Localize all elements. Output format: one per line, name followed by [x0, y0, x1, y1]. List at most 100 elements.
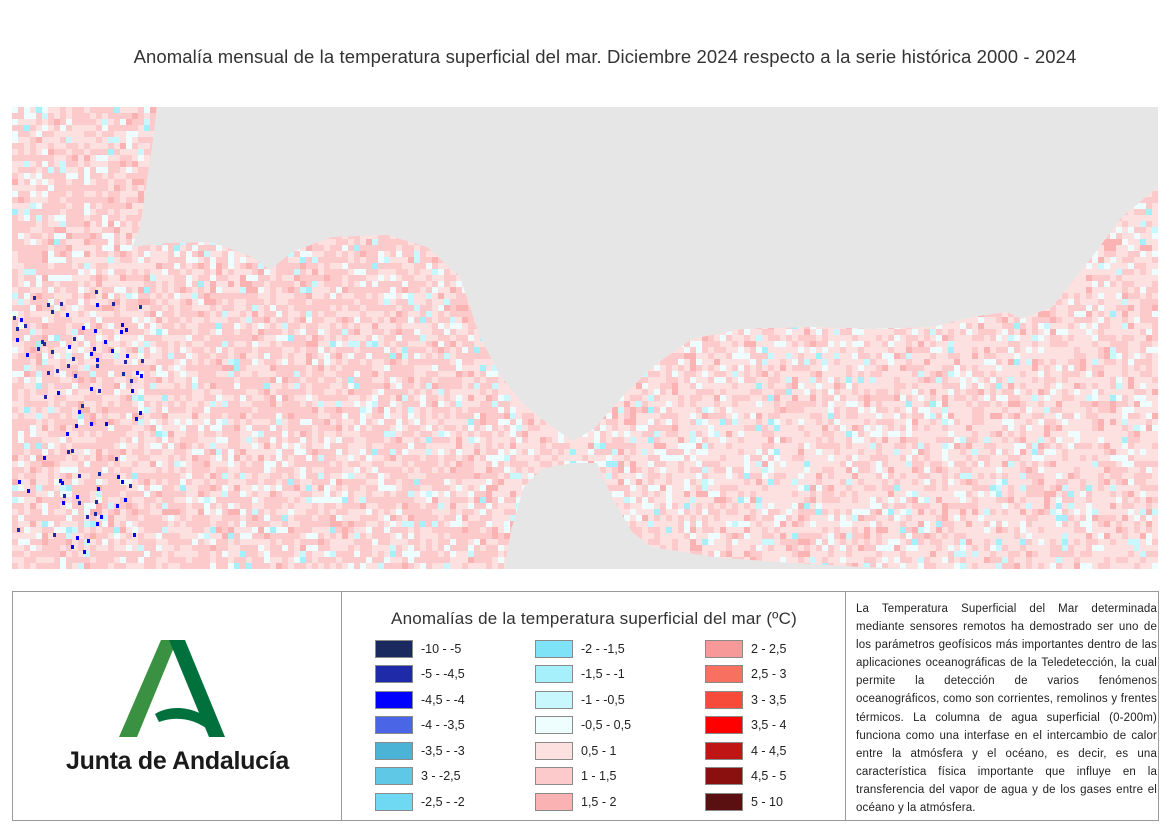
- anomaly-pixel: [84, 299, 90, 305]
- anomaly-pixel: [90, 131, 96, 137]
- anomaly-pixel: [198, 275, 204, 281]
- anomaly-pixel: [1146, 293, 1152, 299]
- anomaly-pixel: [282, 287, 288, 293]
- anomaly-pixel: [1116, 233, 1122, 239]
- anomaly-pixel: [414, 317, 420, 323]
- anomaly-pixel: [864, 359, 870, 365]
- anomaly-pixel: [744, 329, 750, 335]
- anomaly-pixel: [420, 251, 426, 257]
- anomaly-pixel: [1146, 311, 1152, 317]
- anomaly-pixel: [132, 359, 138, 365]
- anomaly-pixel: [84, 233, 90, 239]
- anomaly-pixel: [1140, 221, 1146, 227]
- anomaly-pixel: [1146, 329, 1152, 335]
- anomaly-pixel: [1008, 323, 1014, 329]
- anomaly-pixel: [96, 269, 102, 275]
- anomaly-pixel: [24, 293, 30, 299]
- anomaly-pixel: [342, 245, 348, 251]
- anomaly-pixel: [126, 197, 132, 203]
- anomaly-pixel: [114, 215, 120, 221]
- anomaly-pixel: [156, 359, 162, 365]
- anomaly-pixel: [330, 281, 336, 287]
- anomaly-pixel: [114, 203, 120, 209]
- anomaly-pixel: [282, 371, 288, 377]
- anomaly-pixel: [18, 365, 24, 371]
- anomaly-pixel: [258, 335, 264, 341]
- anomaly-pixel: [366, 305, 372, 311]
- anomaly-pixel: [312, 275, 318, 281]
- anomaly-pixel: [90, 233, 96, 239]
- anomaly-pixel: [78, 371, 84, 377]
- anomaly-pixel: [96, 179, 102, 185]
- anomaly-pixel: [1110, 239, 1116, 245]
- anomaly-pixel: [48, 335, 54, 341]
- anomaly-pixel: [264, 353, 270, 359]
- anomaly-pixel: [306, 353, 312, 359]
- anomaly-pixel: [408, 305, 414, 311]
- anomaly-pixel: [396, 365, 402, 371]
- anomaly-pixel: [12, 347, 18, 353]
- anomaly-pixel: [54, 269, 60, 275]
- anomaly-pixel: [36, 233, 42, 239]
- anomaly-pixel: [420, 359, 426, 365]
- anomaly-pixel: [216, 257, 222, 263]
- anomaly-pixel: [840, 329, 846, 335]
- anomaly-pixel: [900, 329, 906, 335]
- anomaly-pixel: [222, 323, 228, 329]
- anomaly-pixel: [390, 329, 396, 335]
- anomaly-pixel: [402, 299, 408, 305]
- anomaly-pixel: [312, 281, 318, 287]
- anomaly-pixel: [420, 281, 426, 287]
- anomaly-pixel: [126, 215, 132, 221]
- anomaly-pixel: [1056, 299, 1062, 305]
- anomaly-pixel: [66, 221, 72, 227]
- anomaly-pixel: [738, 347, 744, 353]
- anomaly-pixel: [72, 179, 78, 185]
- anomaly-pixel: [732, 365, 738, 371]
- anomaly-pixel: [306, 257, 312, 263]
- anomaly-pixel: [156, 371, 162, 377]
- anomaly-pixel: [168, 251, 174, 257]
- anomaly-pixel: [216, 329, 222, 335]
- anomaly-pixel: [1128, 263, 1134, 269]
- anomaly-pixel: [210, 257, 216, 263]
- anomaly-pixel: [144, 119, 150, 125]
- anomaly-pixel: [36, 341, 42, 347]
- anomaly-pixel: [930, 341, 936, 347]
- anomaly-pixel: [966, 329, 972, 335]
- anomaly-pixel: [426, 353, 432, 359]
- anomaly-pixel: [84, 353, 90, 359]
- anomaly-pixel: [690, 347, 696, 353]
- anomaly-pixel: [390, 347, 396, 353]
- anomaly-pixel: [42, 191, 48, 197]
- anomaly-pixel: [312, 359, 318, 365]
- anomaly-pixel: [444, 359, 450, 365]
- anomaly-pixel: [138, 245, 144, 251]
- anomaly-pixel: [378, 245, 384, 251]
- anomaly-pixel: [1134, 233, 1140, 239]
- anomaly-pixel: [168, 263, 174, 269]
- anomaly-pixel: [132, 215, 138, 221]
- anomaly-pixel: [432, 281, 438, 287]
- anomaly-pixel: [204, 311, 210, 317]
- anomaly-pixel: [18, 143, 24, 149]
- anomaly-pixel: [360, 341, 366, 347]
- anomaly-pixel: [1014, 347, 1020, 353]
- anomaly-pixel: [372, 305, 378, 311]
- anomaly-pixel: [126, 299, 132, 305]
- anomaly-pixel: [456, 293, 462, 299]
- anomaly-pixel: [48, 275, 54, 281]
- anomaly-pixel: [1098, 293, 1104, 299]
- anomaly-pixel: [1140, 227, 1146, 233]
- anomaly-pixel: [408, 359, 414, 365]
- anomaly-pixel: [396, 311, 402, 317]
- anomaly-pixel: [156, 317, 162, 323]
- anomaly-pixel: [174, 341, 180, 347]
- anomaly-pixel: [12, 197, 18, 203]
- anomaly-pixel: [66, 245, 72, 251]
- anomaly-pixel: [150, 365, 156, 371]
- anomaly-pixel: [36, 137, 42, 143]
- anomaly-pixel: [882, 353, 888, 359]
- anomaly-pixel: [240, 287, 246, 293]
- anomaly-pixel: [198, 323, 204, 329]
